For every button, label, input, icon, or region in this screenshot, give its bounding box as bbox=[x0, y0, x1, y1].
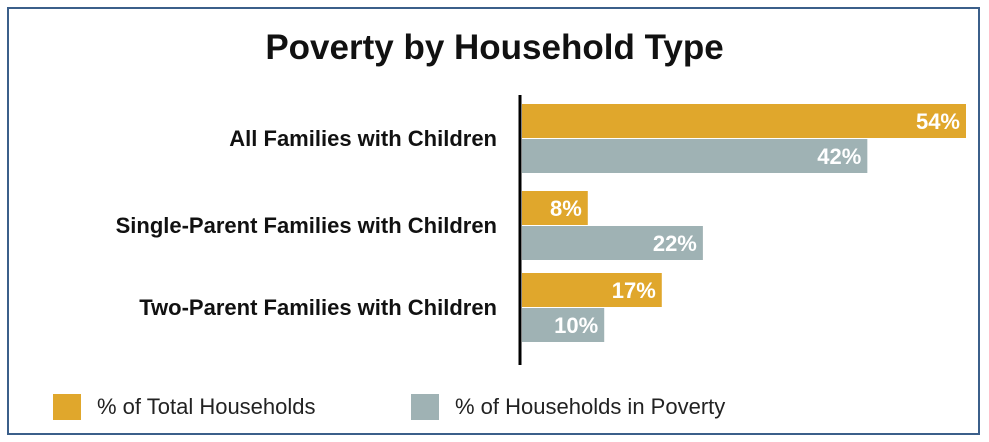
bar-total-households bbox=[522, 191, 588, 225]
data-label: 10% bbox=[554, 313, 598, 338]
data-label: 8% bbox=[550, 196, 582, 221]
chart-frame bbox=[7, 7, 980, 435]
data-label: 42% bbox=[817, 144, 861, 169]
legend-label-total: % of Total Households bbox=[97, 394, 316, 419]
legend-swatch-poverty bbox=[411, 394, 439, 420]
data-label: 17% bbox=[612, 278, 656, 303]
bar-total-households bbox=[522, 104, 966, 138]
legend-label-poverty: % of Households in Poverty bbox=[455, 394, 726, 419]
data-label: 54% bbox=[916, 109, 960, 134]
category-label: Two-Parent Families with Children bbox=[139, 295, 497, 320]
chart-title: Poverty by Household Type bbox=[265, 28, 724, 67]
data-label: 22% bbox=[653, 231, 697, 256]
category-label: All Families with Children bbox=[229, 126, 497, 151]
bar-households-in-poverty bbox=[522, 308, 605, 342]
bar-total-households bbox=[522, 273, 662, 307]
category-label: Single-Parent Families with Children bbox=[116, 213, 497, 238]
legend-swatch-total bbox=[53, 394, 81, 420]
bar-households-in-poverty bbox=[522, 226, 703, 260]
bar-households-in-poverty bbox=[522, 139, 868, 173]
